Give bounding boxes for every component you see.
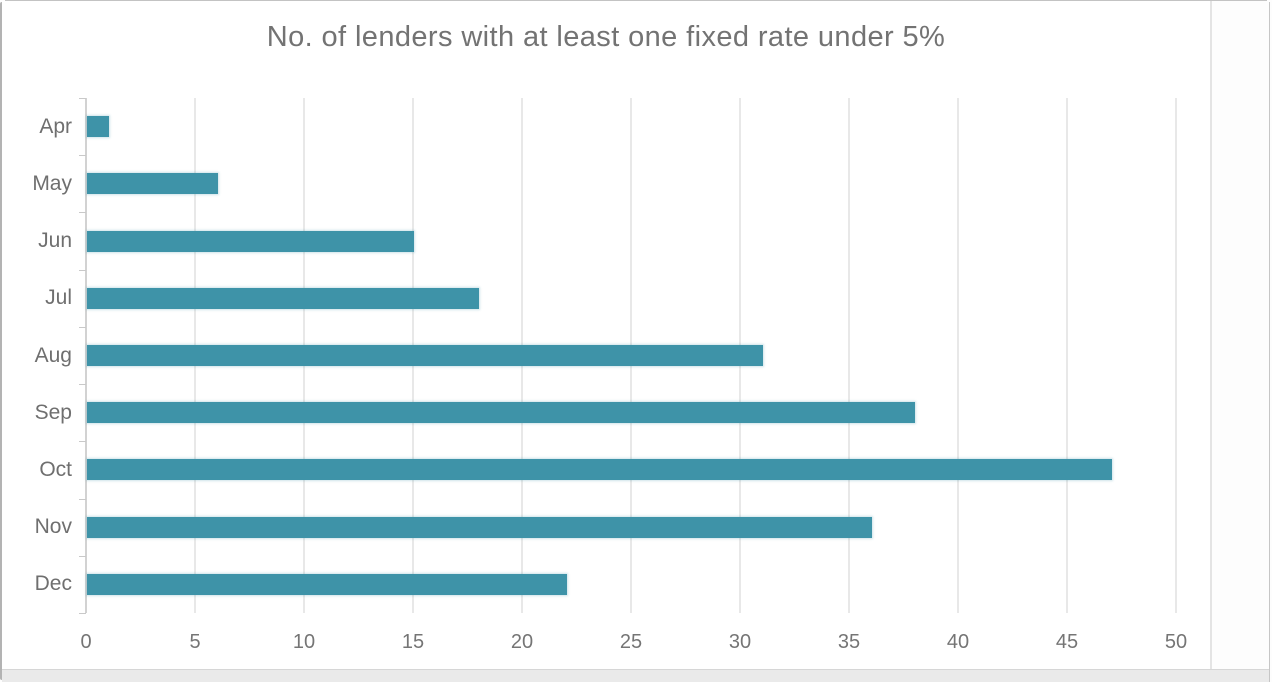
- gridline-x-35: [848, 98, 850, 613]
- bar-apr: [87, 116, 109, 138]
- y-axis-tick: [79, 269, 86, 271]
- y-axis-tick: [79, 613, 86, 614]
- y-category-label-nov: Nov: [34, 515, 72, 539]
- x-tick-label-0: 0: [80, 631, 92, 653]
- card-border-left: [0, 2, 2, 680]
- y-axis-tick: [79, 441, 86, 443]
- chart-title: No. of lenders with at least one fixed r…: [266, 21, 946, 53]
- y-category-label-oct: Oct: [39, 457, 72, 481]
- y-category-label-may: May: [32, 171, 72, 195]
- bar-sep: [87, 402, 916, 424]
- bar-jul: [87, 287, 480, 309]
- chart-card: No. of lenders with at least one fixed r…: [2, 1, 1212, 669]
- x-tick-label-35: 35: [837, 631, 861, 653]
- y-category-label-jul: Jul: [45, 286, 72, 310]
- y-category-label-sep: Sep: [34, 400, 72, 424]
- gridline-x-40: [957, 98, 959, 613]
- y-category-label-apr: Apr: [39, 114, 72, 138]
- bar-oct: [87, 459, 1112, 481]
- y-axis-tick: [79, 212, 86, 214]
- y-axis-tick: [79, 155, 86, 157]
- x-tick-label-20: 20: [510, 631, 534, 653]
- bar-aug: [87, 345, 763, 366]
- y-axis-line: [85, 98, 87, 613]
- x-tick-label-15: 15: [401, 631, 425, 653]
- x-tick-label-45: 45: [1055, 631, 1079, 653]
- plot-area: [85, 98, 1177, 613]
- y-category-label-jun: Jun: [38, 229, 72, 253]
- x-tick-label-10: 10: [292, 631, 316, 653]
- y-axis-tick: [79, 98, 86, 99]
- card-border-right: [1269, 2, 1270, 682]
- gridline-x-50: [1175, 98, 1177, 613]
- gridline-x-45: [1066, 98, 1068, 613]
- x-tick-label-5: 5: [189, 631, 201, 653]
- bottom-scrollbar-track[interactable]: [2, 669, 1269, 682]
- bar-may: [87, 173, 218, 195]
- x-tick-label-30: 30: [728, 631, 752, 653]
- bar-dec: [87, 573, 567, 595]
- y-axis-tick: [79, 384, 86, 386]
- bar-nov: [87, 516, 872, 538]
- y-axis-tick: [79, 498, 86, 500]
- x-tick-label-25: 25: [619, 631, 643, 653]
- y-axis-tick: [79, 326, 86, 328]
- x-tick-label-40: 40: [946, 631, 970, 653]
- bar-jun: [87, 230, 414, 252]
- card-border-top: [5, 0, 1267, 1]
- x-tick-label-50: 50: [1164, 631, 1188, 653]
- y-axis-tick: [79, 555, 86, 557]
- y-category-label-dec: Dec: [34, 572, 72, 596]
- y-category-label-aug: Aug: [34, 343, 72, 367]
